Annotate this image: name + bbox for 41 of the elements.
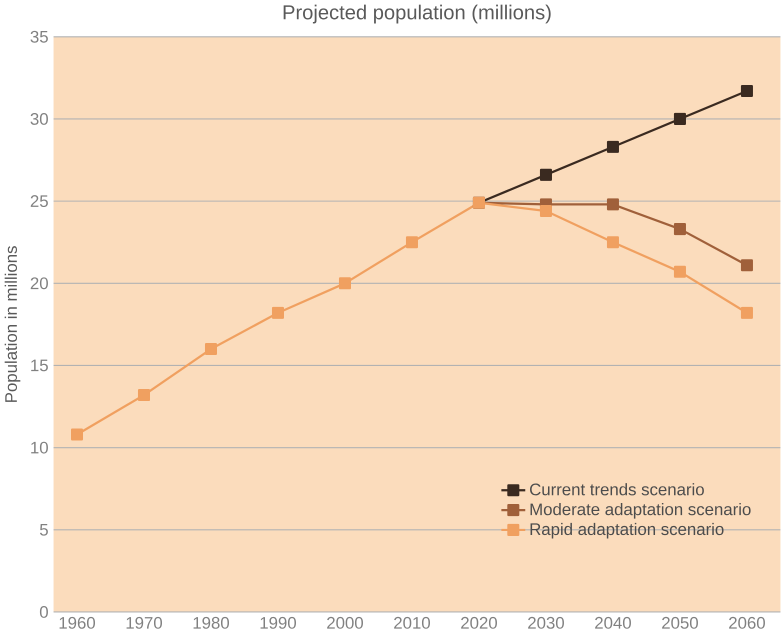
y-tick-label: 0 xyxy=(40,606,48,618)
y-tick-label: 15 xyxy=(31,359,48,372)
point xyxy=(606,140,619,153)
y-tick-label: 30 xyxy=(30,112,48,125)
point xyxy=(204,342,218,355)
y-tick-label: 35 xyxy=(30,30,48,42)
point xyxy=(540,168,552,181)
point xyxy=(606,236,619,248)
point xyxy=(338,277,351,290)
point xyxy=(406,236,418,248)
x-tick-label: 2050 xyxy=(662,616,698,629)
x-tick-label: 2010 xyxy=(394,616,430,629)
point xyxy=(138,388,150,401)
point xyxy=(674,222,686,235)
x-tick-label: 2020 xyxy=(461,616,497,629)
point xyxy=(674,266,686,278)
point xyxy=(606,198,619,210)
y-tick-label: 5 xyxy=(40,524,48,536)
point xyxy=(272,306,284,319)
x-tick-label: 1960 xyxy=(60,616,96,629)
point xyxy=(740,84,753,97)
x-tick-label: 1990 xyxy=(260,616,296,629)
x-tick-label: 1970 xyxy=(126,616,162,629)
legend-label: Current trends scenario xyxy=(530,482,704,496)
point xyxy=(70,428,84,440)
point xyxy=(674,112,686,125)
legend-label: Moderate adaptation scenario xyxy=(530,502,751,518)
point xyxy=(540,204,552,217)
y-tick-label: 10 xyxy=(31,441,48,454)
chart-title: Projected population (millions) xyxy=(284,4,551,24)
x-tick-label: 1980 xyxy=(194,616,230,629)
y-axis-title: Population in millions xyxy=(4,246,20,402)
x-tick-label: 2000 xyxy=(327,616,363,629)
y-tick-label: 20 xyxy=(30,277,48,289)
x-tick-label: 2060 xyxy=(729,616,765,629)
y-tick-label: 25 xyxy=(30,194,48,207)
point xyxy=(740,306,753,319)
point xyxy=(740,258,753,271)
x-tick-label: 2040 xyxy=(595,616,631,629)
x-tick-label: 2030 xyxy=(528,616,564,629)
legend-label: Rapid adaptation scenario xyxy=(530,522,724,538)
